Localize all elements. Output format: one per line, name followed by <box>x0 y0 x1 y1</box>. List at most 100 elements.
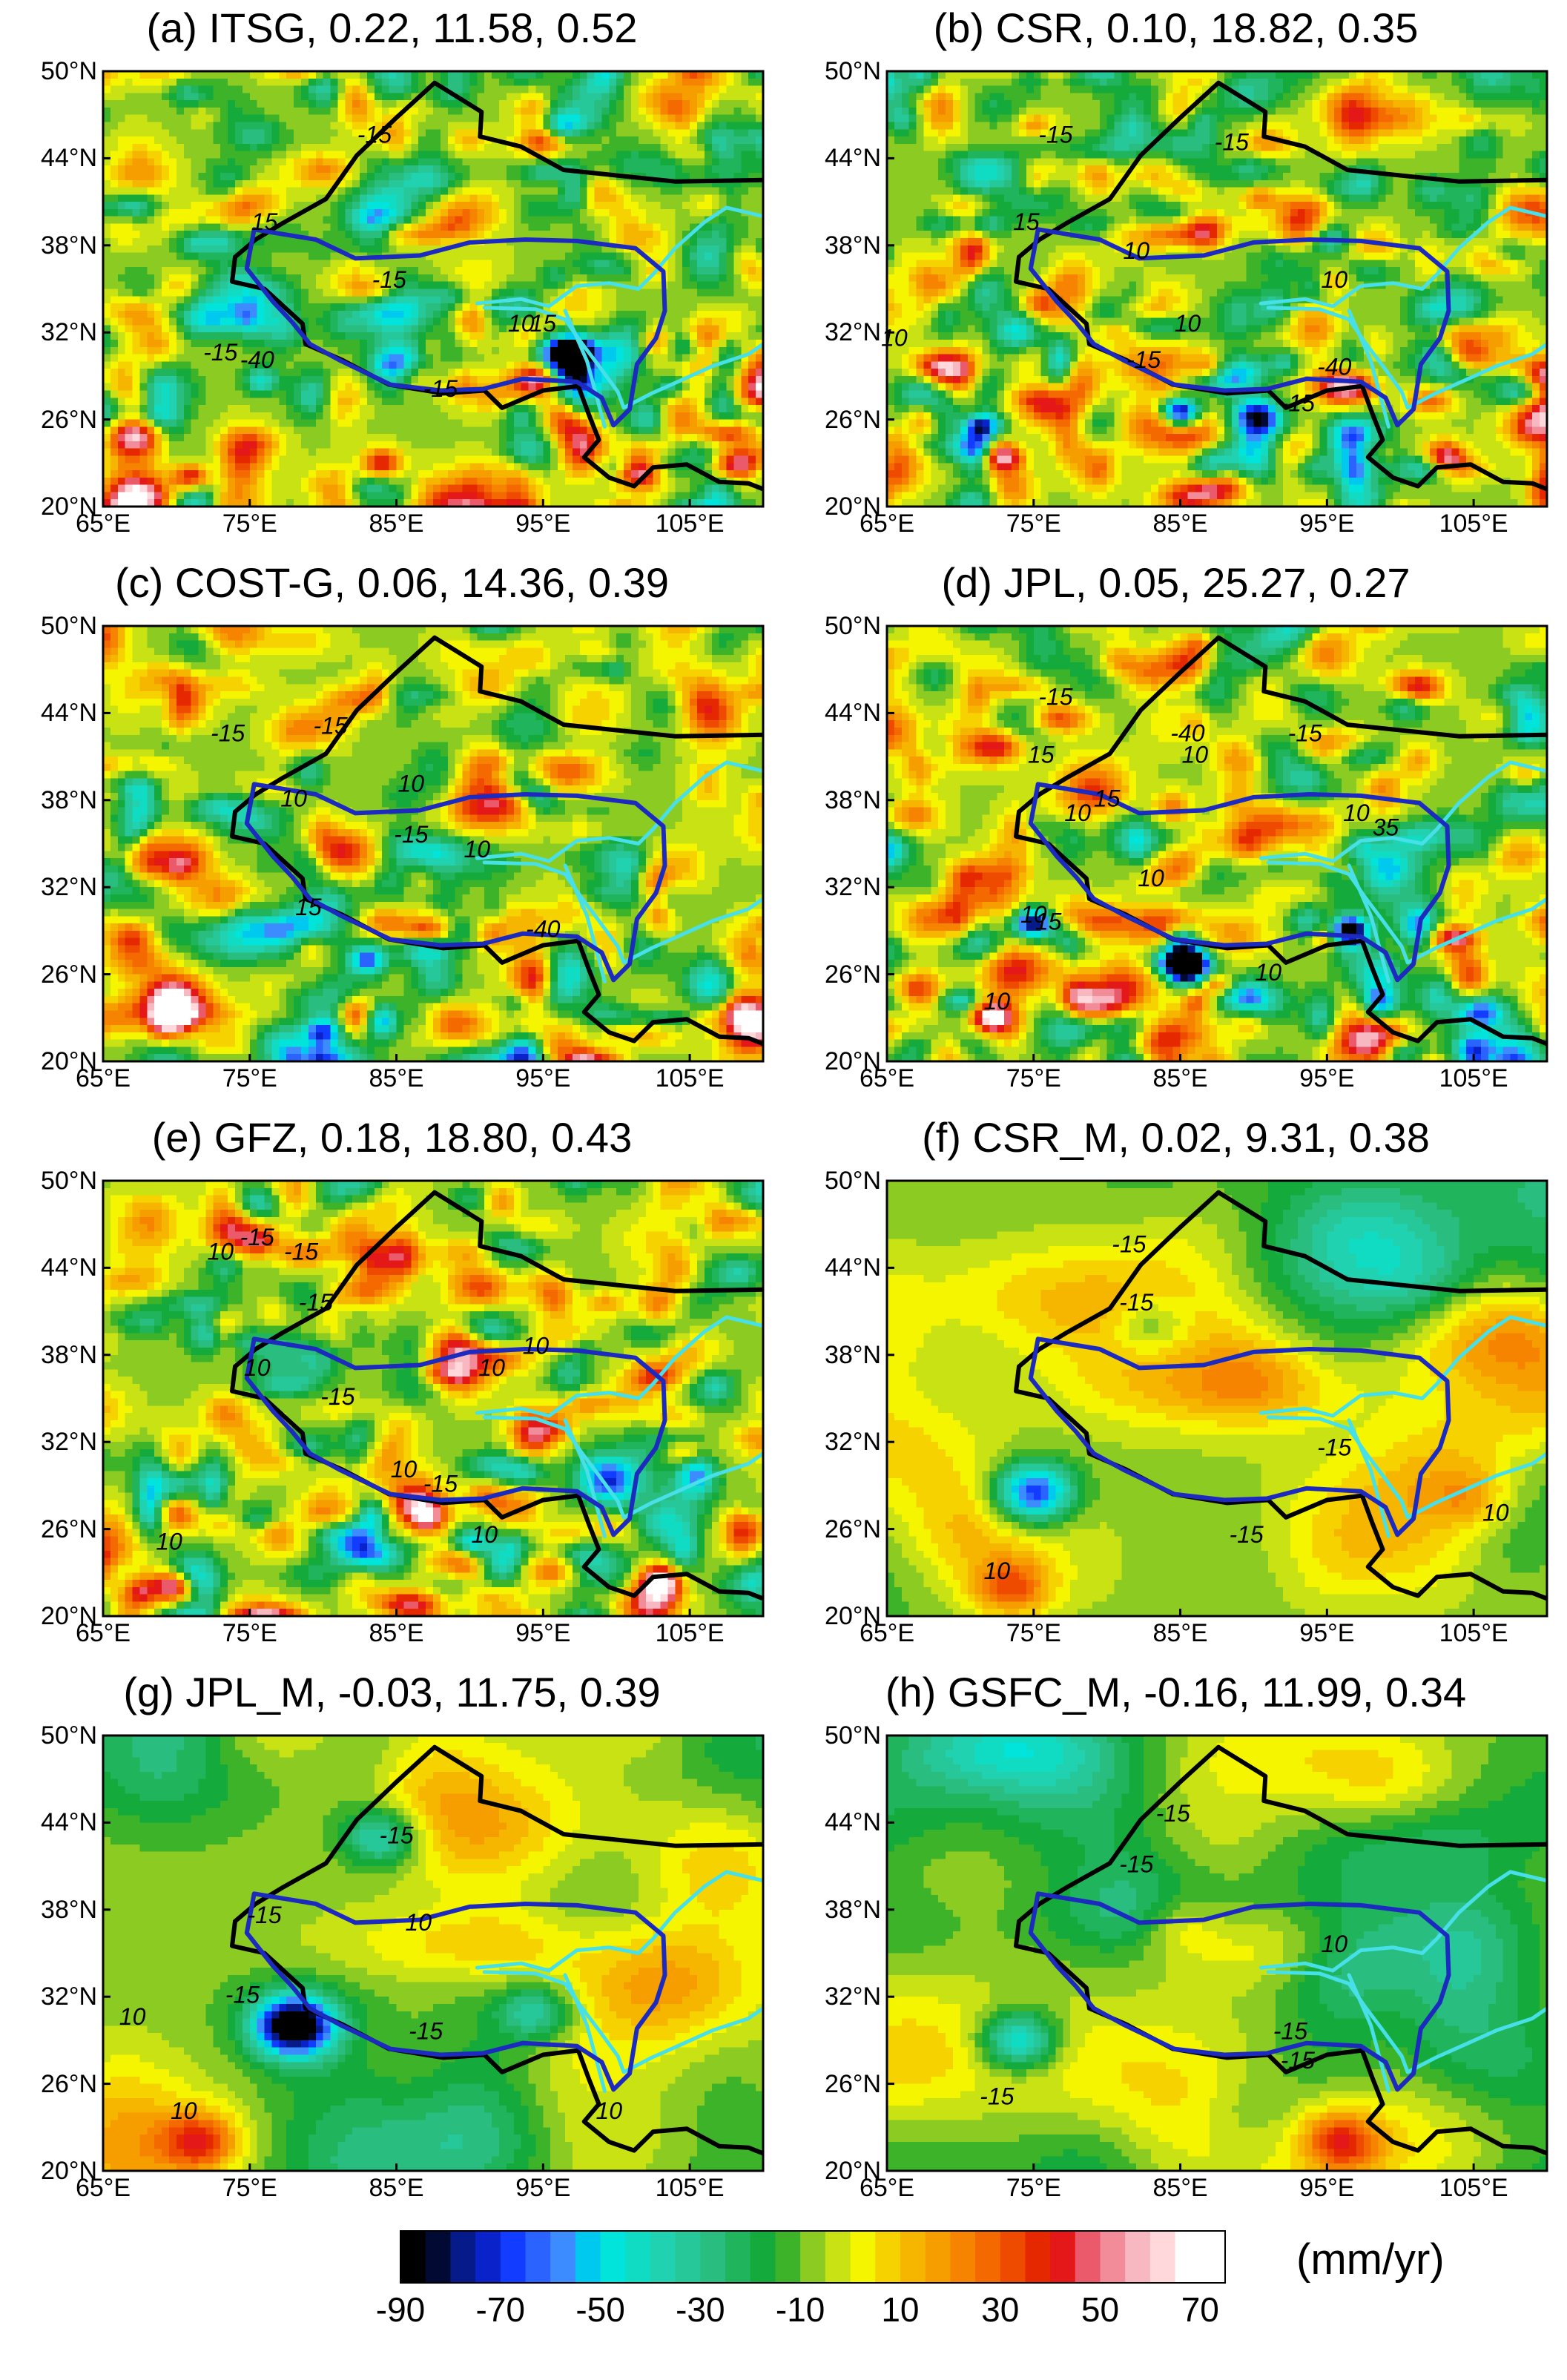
y-tick-label: 44°N <box>825 1253 881 1282</box>
country-boundary <box>233 1744 763 1924</box>
y-tick-label: 20°N <box>825 1047 881 1075</box>
contour-label: -15 <box>1119 1289 1153 1316</box>
plateau-outline <box>1028 782 1451 983</box>
colorbar-swatch <box>575 2231 601 2283</box>
river-line <box>475 205 763 309</box>
plateau-outline <box>1028 1891 1451 2092</box>
colorbar-tick-label: -50 <box>575 2290 625 2329</box>
river-line <box>563 1418 607 1538</box>
contour-label: 10 <box>1321 1931 1347 1957</box>
plateau-outline <box>244 782 667 983</box>
contour-label: 10 <box>508 310 535 337</box>
y-tick-label: 20°N <box>41 2157 97 2185</box>
map-panel-h: (h) GSFC_M, -0.16, 11.99, 0.34 -15 -15 10 -1… <box>784 1664 1567 2219</box>
y-tick-label: 50°N <box>41 612 97 640</box>
contour-label: 15 <box>295 894 322 920</box>
field-raster <box>887 1181 1547 1616</box>
y-tick-label: 38°N <box>41 1895 97 1924</box>
plateau-outline <box>244 227 667 428</box>
x-tick-label: 75°E <box>1006 1064 1061 1092</box>
field-raster <box>887 1735 1547 2171</box>
colorbar-swatch <box>1075 2231 1101 2283</box>
y-tick-label: 38°N <box>41 785 97 814</box>
contour-label: 10 <box>405 1909 432 1936</box>
colorbar-tick-label: -10 <box>775 2290 825 2329</box>
y-tick-label: 32°N <box>41 873 97 902</box>
river-line <box>1347 1418 1390 1538</box>
contour-label: -15 <box>1119 1851 1153 1878</box>
contour-label: -40 <box>1317 354 1351 380</box>
panel-title: (e) GFZ, 0.18, 18.80, 0.43 <box>151 1114 633 1161</box>
y-tick-label: 50°N <box>825 1167 881 1195</box>
colorbar-swatch <box>425 2231 451 2283</box>
x-tick-label: 65°E <box>859 510 915 538</box>
y-tick-label: 44°N <box>825 699 881 728</box>
contour-label: -15 <box>1156 1800 1190 1827</box>
contour-label: 10 <box>1175 310 1201 337</box>
y-tick-label: 26°N <box>41 960 97 989</box>
panel-title: (a) ITSG, 0.22, 11.58, 0.52 <box>146 4 638 51</box>
panel-title: (b) CSR, 0.10, 18.82, 0.35 <box>933 4 1419 51</box>
colorbar-swatch <box>900 2231 926 2283</box>
contour-label: -15 <box>980 2083 1014 2110</box>
x-tick-label: 95°E <box>1299 510 1355 538</box>
contour-label: 15 <box>1028 742 1055 768</box>
y-tick-label: 50°N <box>825 57 881 85</box>
contour-label: 10 <box>171 2097 197 2124</box>
x-tick-label: 95°E <box>515 2174 571 2202</box>
contour-label: 10 <box>1343 800 1370 826</box>
map-frame <box>102 624 765 1063</box>
contour-label: -15 <box>240 1224 274 1250</box>
y-tick-label: 38°N <box>825 1895 881 1924</box>
contour-label: -15 <box>203 339 237 366</box>
contour-label: 10 <box>881 324 908 351</box>
contour-label: -15 <box>1281 2047 1315 2074</box>
colorbar-swatch <box>475 2231 501 2283</box>
country-boundary <box>233 635 763 814</box>
contour-label: -15 <box>247 1902 281 1928</box>
colorbar-swatch <box>1175 2231 1201 2283</box>
river-line <box>482 306 763 410</box>
map-panel-a: (a) ITSG, 0.22, 11.58, 0.52 -15 15 -15 -15 -4… <box>0 0 784 555</box>
x-tick-label: 85°E <box>369 1619 424 1647</box>
x-tick-label: 85°E <box>369 510 424 538</box>
field-raster <box>887 626 1547 1061</box>
map-panel-c: (c) COST-G, 0.06, 14.36, 0.39 -15 -15 10 10-… <box>0 555 784 1110</box>
country-boundary <box>1017 1744 1547 1924</box>
map-frame <box>885 624 1548 1063</box>
plateau-outline <box>1028 1336 1451 1537</box>
y-tick-label: 20°N <box>825 1602 881 1630</box>
plateau-outline <box>1028 227 1451 428</box>
panel-title: (c) COST-G, 0.06, 14.36, 0.39 <box>114 559 669 606</box>
panel-title: (d) JPL, 0.05, 25.27, 0.27 <box>941 559 1411 606</box>
contour-label: -15 <box>423 1470 458 1497</box>
y-tick-label: 50°N <box>825 1721 881 1750</box>
y-tick-label: 44°N <box>41 144 97 173</box>
river-line <box>1347 309 1390 429</box>
map-panel-d: (d) JPL, 0.05, 25.27, 0.27 -15 -40 -15 15 10 1… <box>784 555 1567 1110</box>
x-tick-label: 85°E <box>1152 2174 1208 2202</box>
contour-label: 10 <box>471 1521 498 1548</box>
contour-label: -15 <box>1281 389 1315 416</box>
river-line <box>1347 863 1390 983</box>
river-line <box>563 1973 607 2093</box>
x-tick-label: 75°E <box>222 1619 277 1647</box>
y-tick-label: 44°N <box>41 1808 97 1837</box>
river-line <box>1347 1973 1390 2093</box>
river-line <box>475 760 763 863</box>
contour-label: 10 <box>596 2097 623 2124</box>
y-tick-label: 32°N <box>825 318 881 347</box>
contour-label: -15 <box>394 821 428 848</box>
colorbar-swatch <box>750 2231 776 2283</box>
river-line <box>1266 306 1547 410</box>
y-tick-label: 50°N <box>825 612 881 640</box>
contour-label: -15 <box>313 712 347 739</box>
contour-label: 10 <box>1138 865 1164 891</box>
contour-label: 10 <box>478 1354 505 1381</box>
contour-label: 10 <box>464 836 491 863</box>
x-tick-label: 85°E <box>369 2174 424 2202</box>
x-tick-label: 105°E <box>655 1619 725 1647</box>
contour-label: 10 <box>523 1332 550 1359</box>
colorbar-swatch <box>450 2231 476 2283</box>
